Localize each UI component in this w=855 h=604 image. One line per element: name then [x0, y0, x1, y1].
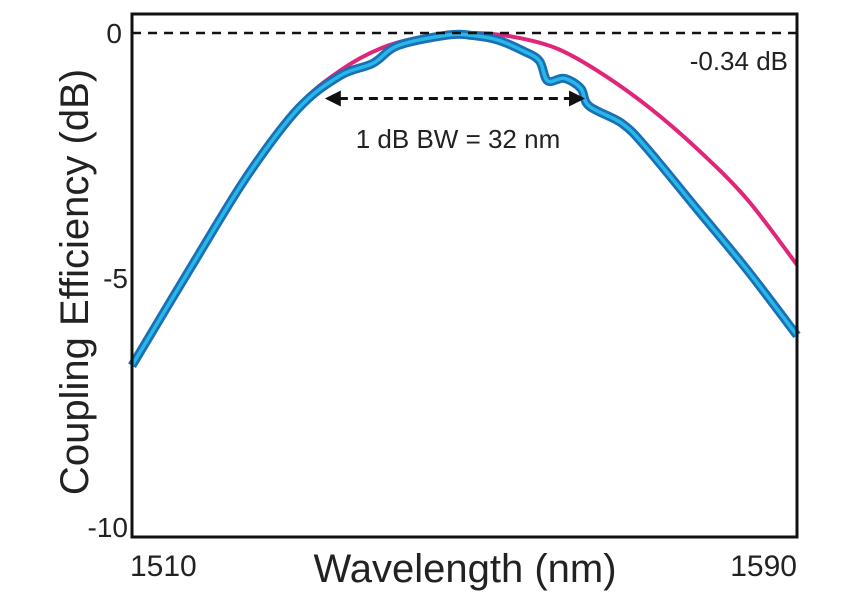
- bandwidth-arrow: [324, 90, 586, 107]
- y-tick-0: 0: [106, 18, 122, 49]
- plot-frame: [130, 12, 799, 539]
- x-tick-1510: 1510: [130, 550, 197, 583]
- arrow-head-right: [569, 90, 586, 107]
- y-tick-minus10: -10: [88, 512, 128, 543]
- peak-annotation: -0.34 dB: [690, 46, 788, 76]
- bandwidth-annotation: 1 dB BW = 32 nm: [356, 124, 560, 154]
- y-tick-minus5: -5: [103, 263, 128, 294]
- x-axis-label: Wavelength (nm): [313, 547, 616, 591]
- series-layer: [128, 29, 801, 368]
- x-tick-1590: 1590: [730, 550, 797, 583]
- measured-series-line: [130, 32, 799, 367]
- arrow-head-left: [324, 90, 341, 107]
- y-axis-label: Coupling Efficiency (dB): [53, 69, 97, 495]
